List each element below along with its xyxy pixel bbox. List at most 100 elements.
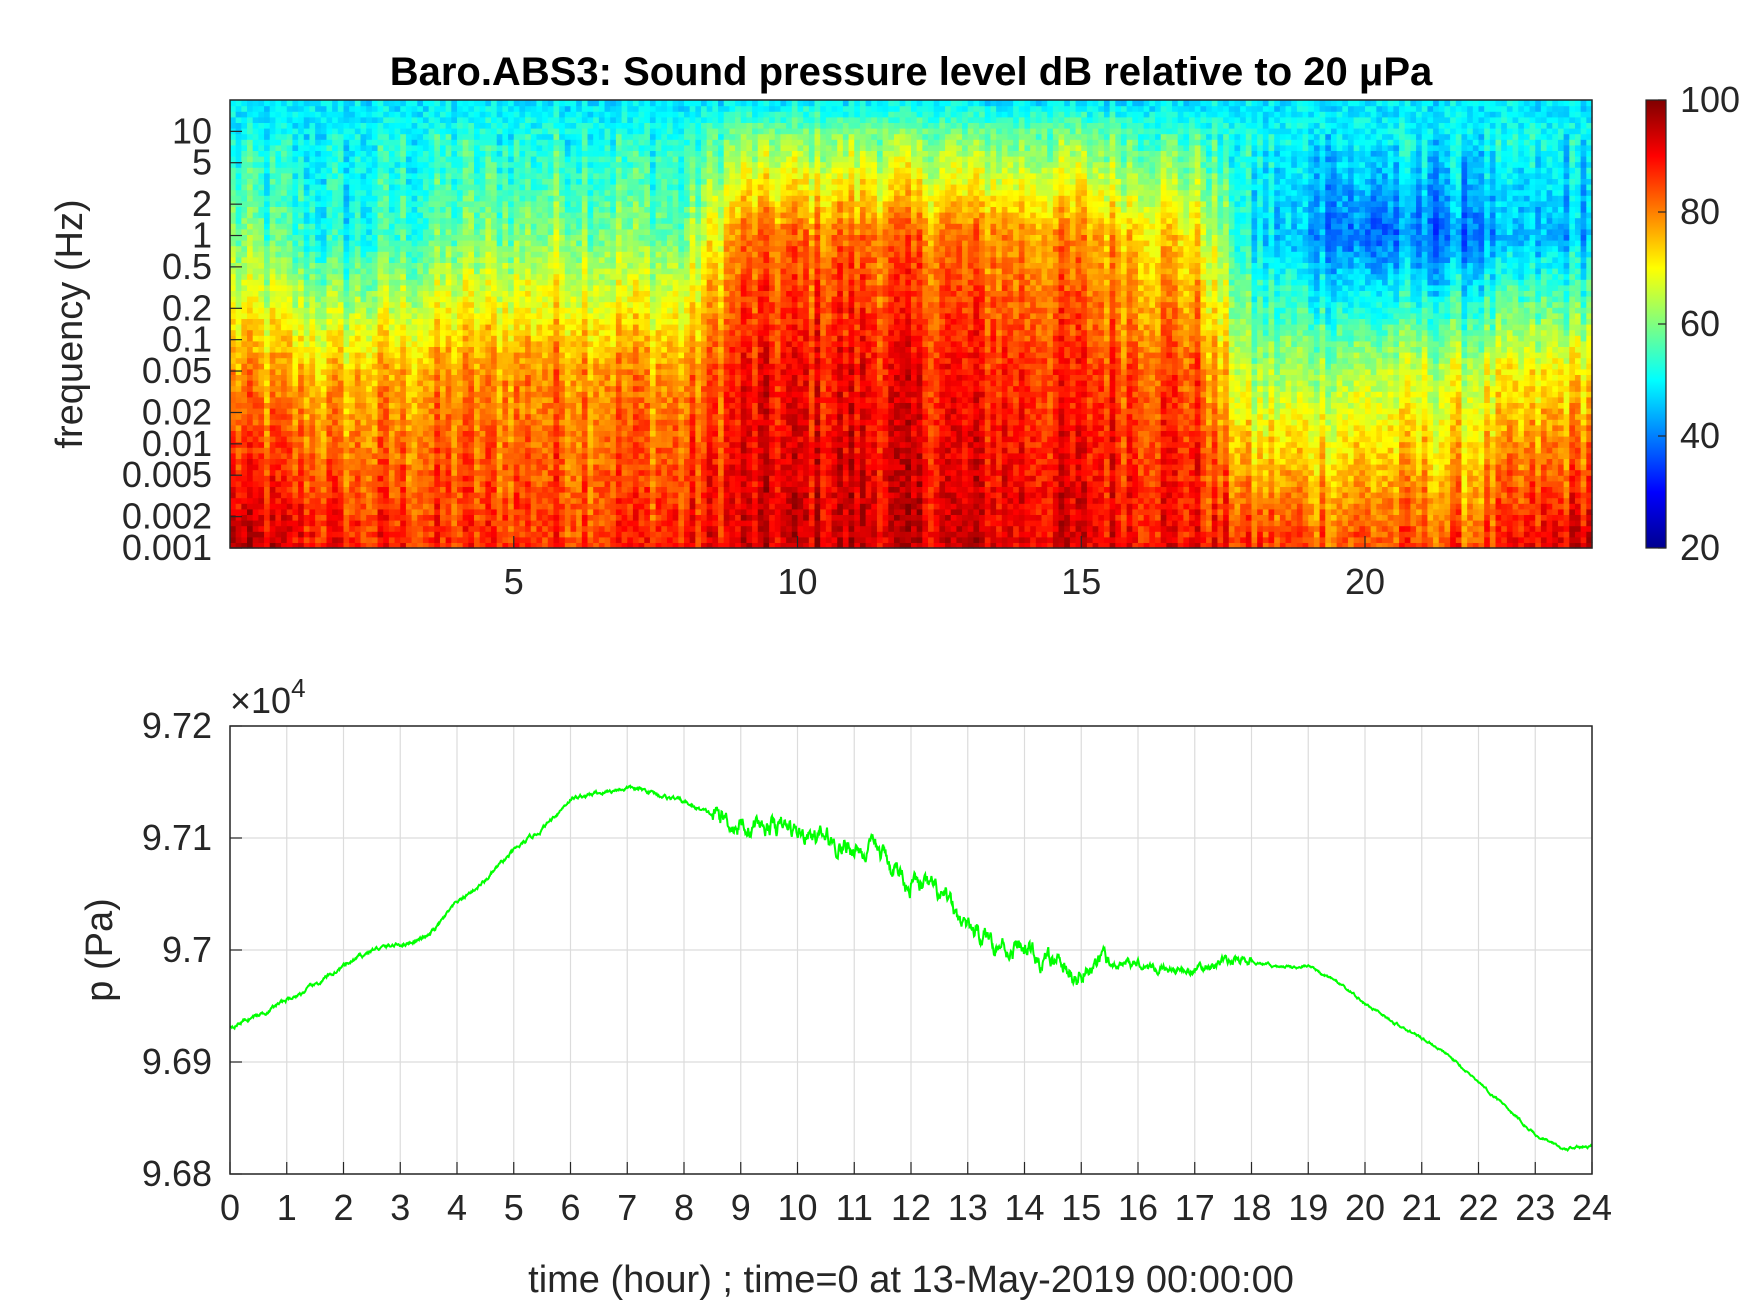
heatmap-cell [360, 419, 367, 426]
heatmap-cell [502, 514, 509, 521]
heatmap-cell [530, 352, 538, 359]
heatmap-cell [360, 318, 367, 325]
heatmap-cell [366, 492, 373, 499]
heatmap-cell [462, 458, 469, 465]
heatmap-cell [230, 262, 237, 269]
heatmap-cell [230, 234, 237, 241]
heatmap-cell [400, 436, 407, 443]
heatmap-cell [519, 139, 526, 146]
heatmap-cell [502, 217, 509, 224]
heatmap-cell [570, 245, 577, 252]
heatmap-cell [502, 363, 509, 370]
heatmap-cell [576, 100, 583, 107]
heatmap-cell [428, 245, 435, 252]
heatmap-cell [281, 508, 288, 515]
heatmap-cell [332, 144, 339, 151]
heatmap-cell [502, 486, 509, 493]
heatmap-cell [292, 268, 299, 275]
heatmap-cell [536, 245, 543, 252]
heatmap-cell [252, 475, 259, 482]
heatmap-cell [485, 206, 492, 213]
heatmap-cell [474, 447, 481, 454]
heatmap-cell [519, 469, 526, 476]
heatmap-cell [230, 111, 237, 118]
heatmap-cell [400, 329, 407, 336]
heatmap-cell [349, 452, 356, 459]
heatmap-cell [428, 262, 435, 269]
heatmap-cell [281, 357, 288, 364]
heatmap-cell [292, 368, 299, 375]
heatmap-cell [445, 206, 452, 213]
heatmap-cell [400, 195, 407, 202]
heatmap-cell [281, 217, 288, 224]
heatmap-cell [525, 184, 532, 191]
heatmap-cell [264, 116, 271, 123]
heatmap-cell [502, 122, 509, 129]
heatmap-cell [502, 324, 509, 331]
heatmap-cell [479, 150, 486, 157]
heatmap-cell [485, 430, 492, 437]
heatmap-cell [247, 178, 254, 185]
heatmap-cell [411, 424, 418, 431]
heatmap-cell [371, 424, 379, 431]
heatmap-cell [292, 128, 299, 135]
heatmap-cell [298, 284, 305, 291]
heatmap-cell [564, 144, 572, 151]
heatmap-cell [235, 223, 242, 230]
heatmap-cell [474, 413, 481, 420]
heatmap-cell [564, 329, 572, 336]
heatmap-cell [252, 520, 259, 527]
heatmap-cell [400, 240, 407, 247]
heatmap-cell [581, 374, 589, 381]
heatmap-cell [264, 525, 271, 532]
heatmap-cell [496, 469, 503, 476]
heatmap-cell [360, 296, 367, 303]
heatmap-cell [508, 447, 515, 454]
heatmap-cell [275, 430, 282, 437]
heatmap-cell [547, 172, 555, 179]
heatmap-cell [252, 245, 259, 252]
heatmap-cell [496, 116, 503, 123]
heatmap-cell [371, 475, 379, 482]
heatmap-cell [513, 357, 521, 364]
heatmap-cell [383, 133, 390, 140]
heatmap-cell [320, 100, 328, 107]
heatmap-cell [479, 363, 486, 370]
heatmap-cell [513, 335, 521, 342]
heatmap-cell [570, 161, 577, 168]
heatmap-cell [519, 531, 526, 538]
heatmap-cell [315, 363, 322, 370]
heatmap-cell [332, 385, 339, 392]
heatmap-cell [508, 307, 515, 314]
heatmap-cell [326, 128, 333, 135]
heatmap-cell [349, 133, 356, 140]
heatmap-cell [292, 380, 299, 387]
heatmap-cell [491, 335, 498, 342]
heatmap-cell [559, 514, 566, 521]
heatmap-cell [252, 200, 259, 207]
heatmap-cell [281, 200, 288, 207]
heatmap-cell [320, 122, 328, 129]
heatmap-cell [536, 531, 543, 538]
heatmap-cell [496, 441, 503, 448]
heatmap-cell [519, 273, 526, 280]
heatmap-cell [303, 139, 311, 146]
heatmap-cell [354, 156, 362, 163]
heatmap-cell [354, 542, 362, 549]
heatmap-cell [547, 525, 555, 532]
heatmap-cell [337, 536, 345, 543]
heatmap-cell [241, 100, 248, 107]
heatmap-cell [394, 508, 401, 515]
heatmap-cell [292, 200, 299, 207]
heatmap-cell [502, 144, 509, 151]
heatmap-cell [252, 228, 259, 235]
heatmap-cell [315, 312, 322, 319]
heatmap-cell [439, 419, 447, 426]
heatmap-cell [536, 380, 543, 387]
heatmap-cell [286, 542, 294, 549]
heatmap-cell [320, 497, 328, 504]
heatmap-cell [576, 531, 583, 538]
heatmap-cell [337, 268, 345, 275]
heatmap-cell [349, 318, 356, 325]
heatmap-cell [525, 520, 532, 527]
